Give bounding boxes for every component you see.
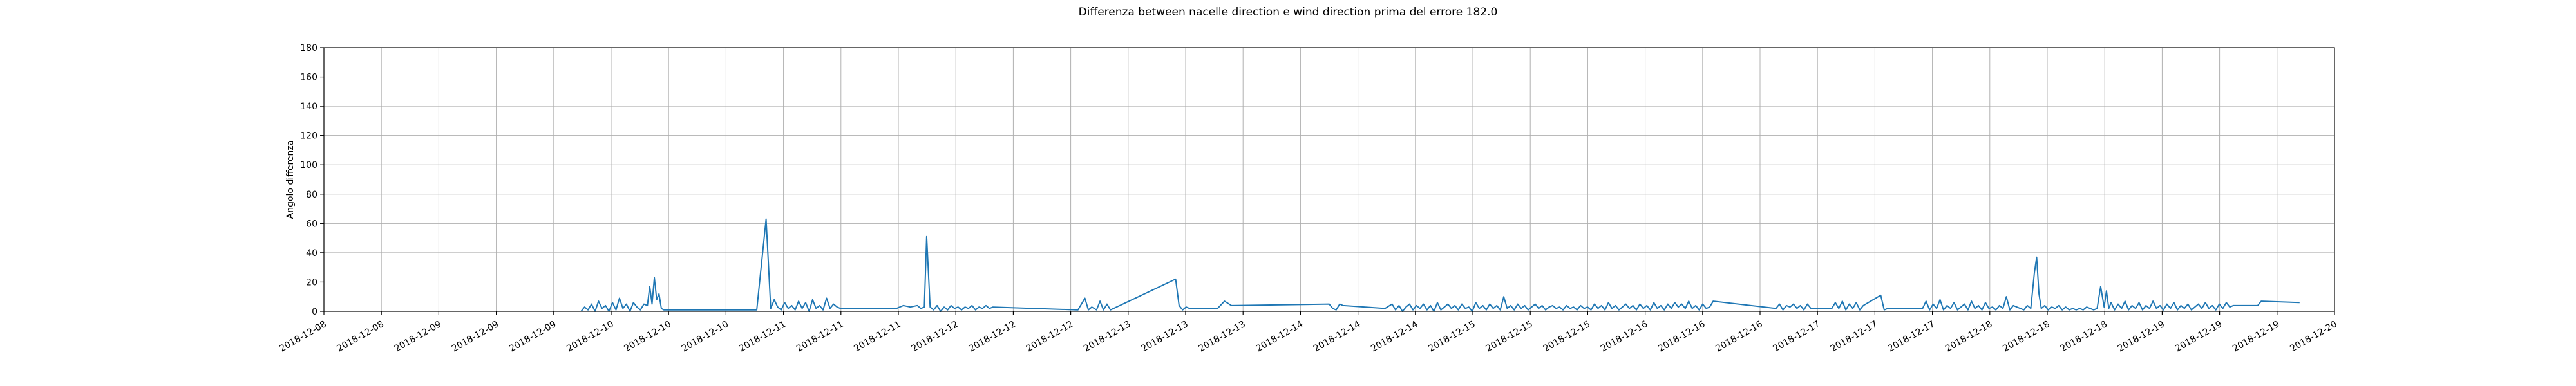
- x-tick-label: 2018-12-10: [680, 319, 730, 354]
- x-tick-label: 2018-12-08: [336, 319, 386, 354]
- x-tick-label: 2018-12-17: [1829, 319, 1879, 354]
- x-tick-label: 2018-12-11: [737, 319, 788, 354]
- x-tick-label: 2018-12-16: [1656, 319, 1707, 354]
- x-tick-label: 2018-12-20: [2288, 319, 2338, 354]
- y-tick-label: 20: [306, 277, 317, 288]
- grid-lines: [323, 47, 2335, 312]
- x-tick-label: 2018-12-17: [1886, 319, 1937, 354]
- y-tick-label: 180: [300, 43, 317, 53]
- x-tick-label: 2018-12-10: [565, 319, 615, 354]
- x-tick-label: 2018-12-14: [1312, 319, 1363, 354]
- chart-title: Differenza between nacelle direction e w…: [1079, 6, 1498, 19]
- x-tick-label: 2018-12-19: [2231, 319, 2281, 354]
- y-tick-label: 60: [306, 219, 317, 229]
- x-tick-label: 2018-12-15: [1542, 319, 1592, 354]
- y-tick-label: 120: [300, 131, 317, 142]
- x-tick-label: 2018-12-16: [1599, 319, 1650, 354]
- y-tick-label: 40: [306, 248, 317, 259]
- x-tick-label: 2018-12-13: [1139, 319, 1189, 354]
- x-tick-label: 2018-12-11: [795, 319, 845, 354]
- y-tick-label: 80: [306, 190, 317, 200]
- x-tick-label: 2018-12-13: [1082, 319, 1132, 354]
- x-tick-label: 2018-12-09: [507, 319, 558, 354]
- x-tick-label: 2018-12-12: [1025, 319, 1075, 354]
- x-tick-label: 2018-12-14: [1369, 319, 1420, 354]
- series-line: [580, 218, 2300, 312]
- y-tick-label: 100: [300, 160, 317, 170]
- x-tick-label: 2018-12-18: [2001, 319, 2051, 354]
- x-tick-label: 2018-12-13: [1197, 319, 1247, 354]
- x-tick-label: 2018-12-09: [393, 319, 443, 354]
- x-tick-label: 2018-12-10: [623, 319, 673, 354]
- y-axis: 0 20 40 60 80 100 120 140 160 180: [300, 43, 324, 317]
- x-tick-label: 2018-12-18: [2059, 319, 2109, 354]
- x-tick-label: 2018-12-12: [967, 319, 1018, 354]
- x-tick-label: 2018-12-08: [278, 319, 328, 354]
- x-tick-label: 2018-12-09: [450, 319, 500, 354]
- y-tick-label: 0: [312, 307, 317, 317]
- x-tick-label: 2018-12-14: [1255, 319, 1305, 354]
- x-tick-label: 2018-12-15: [1484, 319, 1535, 354]
- x-tick-label: 2018-12-12: [910, 319, 960, 354]
- x-tick-label: 2018-12-16: [1714, 319, 1765, 354]
- y-axis-label: Angolo differenza: [285, 140, 296, 219]
- x-tick-label: 2018-12-19: [2174, 319, 2224, 354]
- y-tick-label: 160: [300, 73, 317, 83]
- x-tick-label: 2018-12-19: [2116, 319, 2166, 354]
- x-tick-label: 2018-12-18: [1944, 319, 1994, 354]
- x-tick-label: 2018-12-11: [852, 319, 902, 354]
- x-axis: 2018-12-08 2018-12-08 2018-12-09 2018-12-09…: [278, 311, 2339, 354]
- x-tick-label: 2018-12-17: [1772, 319, 1822, 354]
- plot-area-frame: [323, 47, 2335, 312]
- y-tick-label: 140: [300, 102, 317, 112]
- x-tick-label: 2018-12-15: [1426, 319, 1477, 354]
